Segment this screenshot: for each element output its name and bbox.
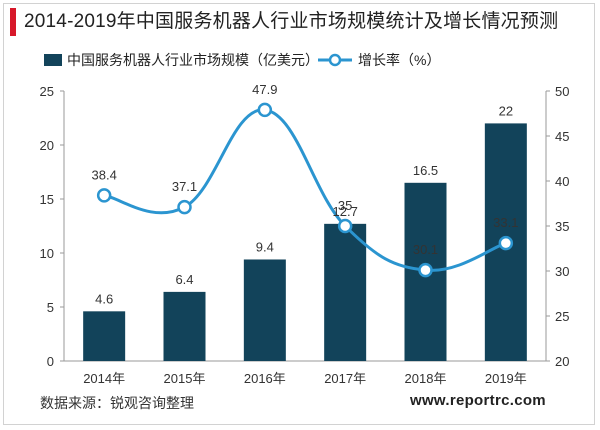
- bar-value-label: 4.6: [95, 291, 113, 306]
- chart-title: 2014-2019年中国服务机器人行业市场规模统计及增长情况预测: [24, 11, 559, 32]
- legend-line-label: 增长率（%）: [358, 52, 440, 68]
- left-axis-tick-label: 0: [47, 354, 54, 369]
- data-source: 数据来源：锐观咨询整理: [40, 395, 194, 411]
- right-axis-tick-label: 30: [555, 264, 569, 279]
- x-axis-tick-label: 2015年: [164, 371, 206, 386]
- left-axis-tick-label: 15: [40, 192, 54, 207]
- axes: 0 5 10 15 20 25 20 25 30 35 40 45 50 2014年 2015年 2016年 2…: [40, 84, 570, 386]
- bar-value-label: 22: [499, 103, 513, 118]
- line-value-label: 37.1: [172, 179, 197, 194]
- bar-value-label: 16.5: [413, 163, 438, 178]
- left-axis-tick-label: 20: [40, 138, 54, 153]
- title-accent-bar: [10, 8, 16, 36]
- line-value-label: 35: [338, 198, 352, 213]
- left-axis-tick-label: 10: [40, 246, 54, 261]
- data-labels: 4.6 6.4 9.4 12.7 16.5 22 38.4 37.1 47.9 35 30.1 33.…: [92, 82, 519, 306]
- legend-bar-label: 中国服务机器人行业市场规模（亿美元）: [67, 52, 319, 68]
- line-value-label: 30.1: [413, 242, 438, 257]
- x-axis-tick-label: 2018年: [405, 371, 447, 386]
- line-value-label: 47.9: [252, 82, 277, 97]
- right-axis-tick-label: 35: [555, 219, 569, 234]
- x-axis-tick-label: 2017年: [324, 371, 366, 386]
- bar: [83, 311, 126, 361]
- left-axis-tick-label: 25: [40, 84, 54, 99]
- bar-value-label: 12.7: [333, 204, 358, 219]
- right-axis-tick-label: 45: [555, 129, 569, 144]
- growth-rate-point: [498, 235, 514, 251]
- growth-rate-point: [257, 102, 273, 118]
- line-series: [96, 102, 514, 278]
- growth-rate-point: [96, 188, 112, 203]
- line-value-label: 38.4: [92, 167, 117, 182]
- growth-rate-point: [418, 262, 433, 278]
- bar: [163, 291, 206, 361]
- growth-rate-point: [337, 218, 353, 234]
- bar-value-label: 9.4: [256, 239, 274, 254]
- x-axis-tick-label: 2014年: [83, 371, 125, 386]
- bar: [324, 223, 367, 361]
- right-axis-tick-label: 20: [555, 354, 569, 369]
- legend-line-marker: [328, 53, 342, 67]
- bar-value-label: 6.4: [175, 272, 193, 287]
- growth-rate-point: [177, 199, 192, 215]
- x-axis-tick-label: 2016年: [244, 371, 286, 386]
- right-axis-tick-label: 50: [555, 84, 569, 99]
- right-axis-tick-label: 25: [555, 309, 569, 324]
- bar: [243, 259, 286, 361]
- x-axis-tick-label: 2019年: [485, 371, 527, 386]
- legend: 中国服务机器人行业市场规模（亿美元） 增长率（%）: [44, 52, 440, 68]
- line-value-label: 33.1: [493, 215, 518, 230]
- left-axis-tick-label: 5: [47, 300, 54, 315]
- website-link[interactable]: www.reportrc.com: [410, 392, 546, 409]
- right-axis-tick-label: 40: [555, 174, 569, 189]
- legend-bar-swatch: [44, 54, 62, 66]
